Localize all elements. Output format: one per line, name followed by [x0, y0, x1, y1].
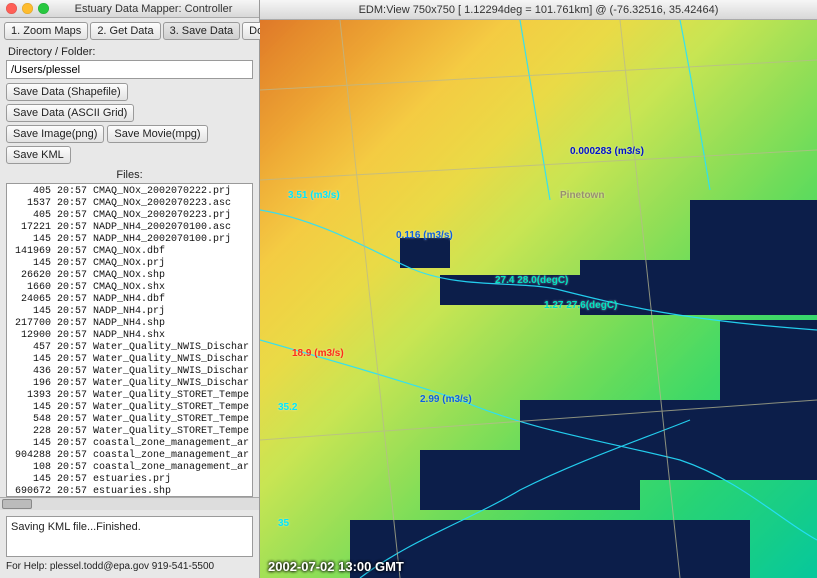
- map-label: 1.27 27.6(degC): [544, 300, 617, 311]
- save-movie-button[interactable]: Save Movie(mpg): [107, 125, 207, 143]
- controller-title: Estuary Data Mapper: Controller: [54, 3, 253, 15]
- controller-titlebar: Estuary Data Mapper: Controller: [0, 0, 259, 18]
- controller-window: Estuary Data Mapper: Controller 1. Zoom …: [0, 0, 260, 578]
- directory-label: Directory / Folder:: [0, 42, 259, 60]
- close-icon[interactable]: [6, 3, 17, 14]
- files-label: Files:: [0, 167, 259, 183]
- save-row-1: Save Data (Shapefile) Save Data (ASCII G…: [0, 83, 259, 125]
- zoom-icon[interactable]: [38, 3, 49, 14]
- map-label: 35.2: [278, 402, 297, 413]
- water-block: [350, 520, 750, 578]
- directory-input[interactable]: [6, 60, 253, 79]
- map-timestamp: 2002-07-02 13:00 GMT: [268, 559, 404, 574]
- map-label: 0.116 (m3/s): [396, 230, 453, 241]
- save-row-2: Save Image(png) Save Movie(mpg) Save KML: [0, 125, 259, 167]
- help-text: For Help: plessel.todd@epa.gov 919-541-5…: [0, 557, 259, 578]
- water-block: [400, 238, 450, 268]
- file-list-hscroll[interactable]: [0, 497, 259, 510]
- water-block: [720, 320, 817, 410]
- tab-save-data[interactable]: 3. Save Data: [163, 22, 241, 40]
- map-canvas[interactable]: 0.000283 (m3/s) 3.51 (m3/s) 0.116 (m3/s) Pi…: [260, 20, 817, 578]
- map-label: 35: [278, 518, 289, 529]
- tab-get-data[interactable]: 2. Get Data: [90, 22, 160, 40]
- map-label: 2.99 (m3/s): [420, 394, 472, 405]
- map-label: 0.000283 (m3/s): [570, 146, 644, 157]
- map-label: Pinetown: [560, 190, 604, 201]
- file-list[interactable]: 405 20:57 CMAQ_NOx_2002070222.prj 1537 2…: [6, 183, 253, 496]
- map-window: EDM:View 750x750 [ 1.12294deg = 101.761k…: [260, 0, 817, 578]
- map-label: 18.9 (m3/s): [292, 348, 344, 359]
- water-block: [420, 450, 640, 510]
- water-block: [690, 200, 817, 270]
- save-image-button[interactable]: Save Image(png): [6, 125, 104, 143]
- minimize-icon[interactable]: [22, 3, 33, 14]
- tab-zoom-maps[interactable]: 1. Zoom Maps: [4, 22, 88, 40]
- tab-row: 1. Zoom Maps 2. Get Data 3. Save Data Do…: [0, 18, 259, 42]
- map-label: 3.51 (m3/s): [288, 190, 340, 201]
- save-kml-button[interactable]: Save KML: [6, 146, 71, 164]
- save-ascii-grid-button[interactable]: Save Data (ASCII Grid): [6, 104, 134, 122]
- map-title: EDM:View 750x750 [ 1.12294deg = 101.761k…: [260, 0, 817, 20]
- map-label: 27.4 28.0(degC): [495, 275, 568, 286]
- save-shapefile-button[interactable]: Save Data (Shapefile): [6, 83, 128, 101]
- status-text: Saving KML file...Finished.: [6, 516, 253, 557]
- window-controls: [6, 3, 49, 14]
